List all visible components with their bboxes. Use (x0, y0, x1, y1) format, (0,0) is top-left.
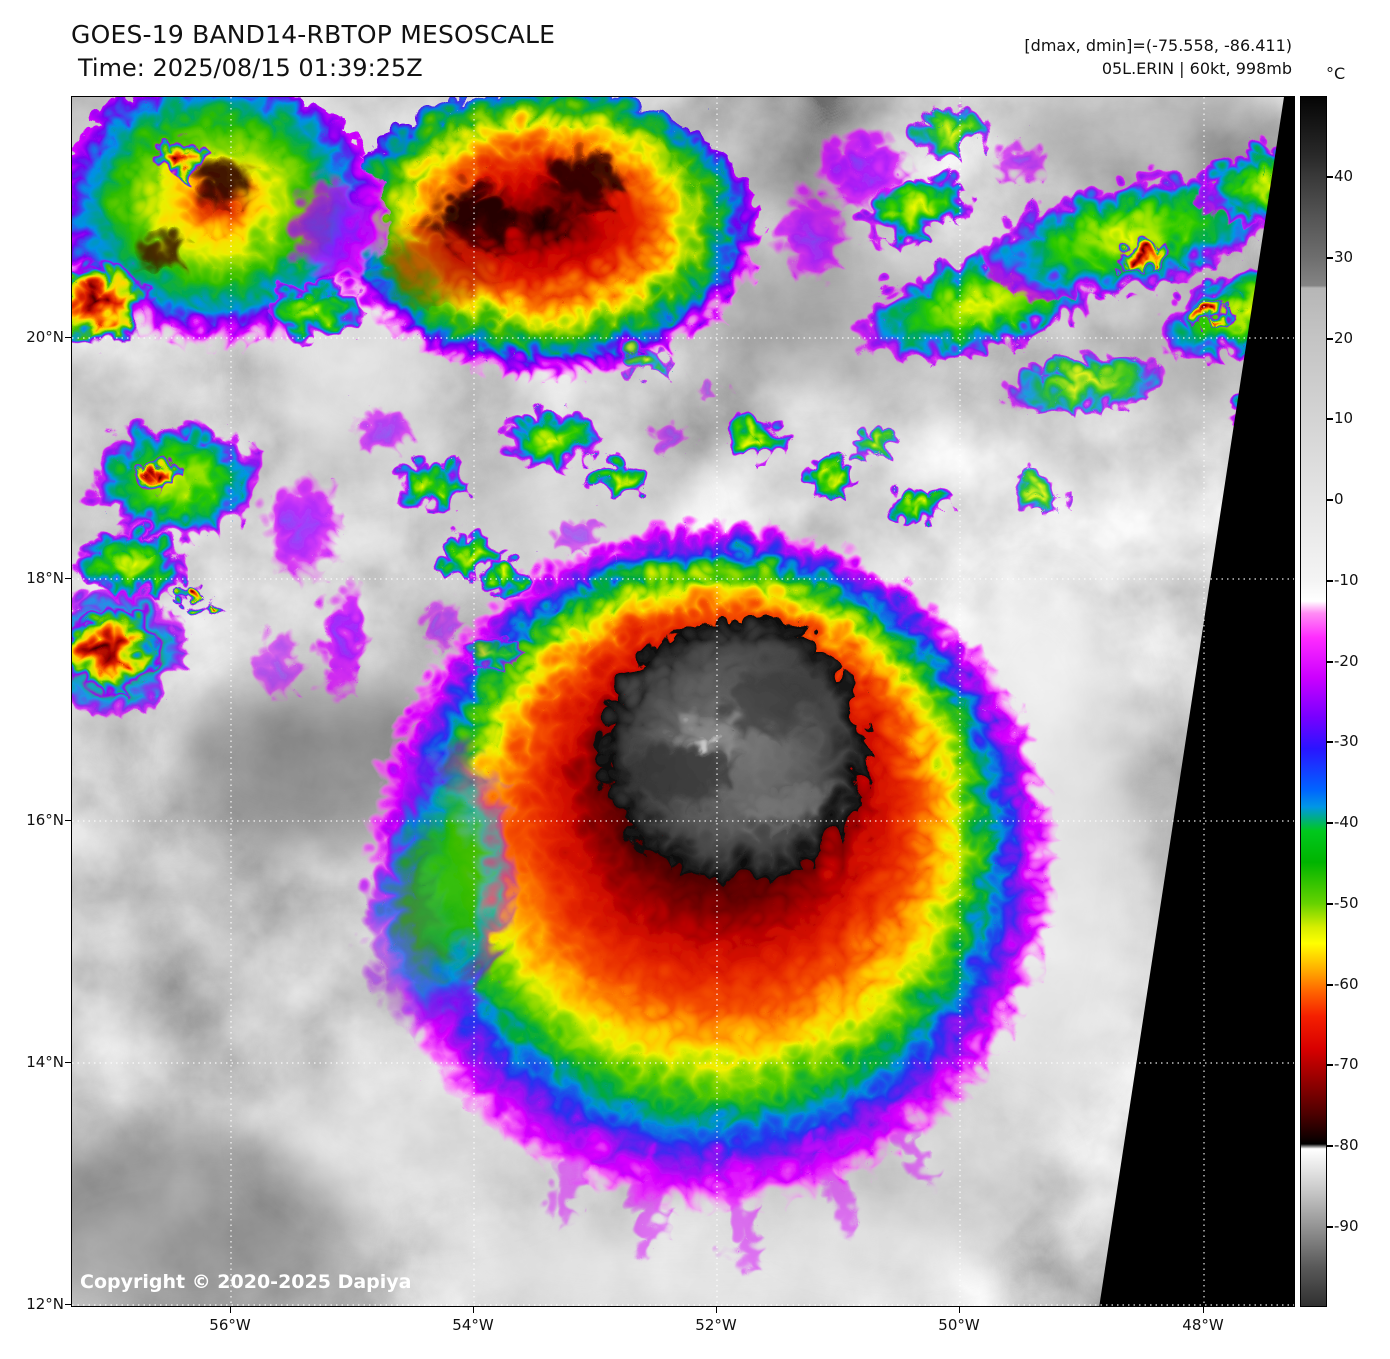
colorbar-tick (1327, 822, 1333, 824)
colorbar-tick (1327, 257, 1333, 259)
convective-cluster-north (321, 97, 751, 376)
scattered-cells (72, 334, 1057, 703)
storm-info-label: 05L.ERIN | 60kt, 998mb (1101, 59, 1292, 78)
eye-bright-spot (683, 724, 703, 738)
satellite-map (71, 96, 1295, 1307)
lon-label: 50°W (938, 1316, 980, 1334)
colorbar-tick-label: 20 (1334, 329, 1354, 347)
colorbar-tick-label: -20 (1334, 652, 1359, 670)
lon-label: 52°W (695, 1316, 737, 1334)
colorbar-tick-label: -70 (1334, 1055, 1359, 1073)
colorbar-tick-label: -90 (1334, 1217, 1359, 1235)
colorbar-tick (1327, 984, 1333, 986)
colorbar-tick-label: 10 (1334, 409, 1354, 427)
scan-edge-black-wedge (1099, 97, 1294, 1306)
dmax-dmin-label: [dmax, dmin]=(-75.558, -86.411) (1024, 36, 1292, 55)
lon-axis-tick (959, 1307, 960, 1313)
colorbar-tick (1327, 1226, 1333, 1228)
colorbar-tick-label: -30 (1334, 732, 1359, 750)
lon-axis-tick (473, 1307, 474, 1313)
colorbar-tick-label: 30 (1334, 248, 1354, 266)
lat-axis-tick (65, 578, 71, 579)
copyright-watermark: Copyright © 2020-2025 Dapiya (80, 1271, 412, 1293)
lat-axis-tick (65, 820, 71, 821)
lat-label: 16°N (26, 811, 64, 829)
lon-axis-tick (230, 1307, 231, 1313)
hurricane-central-overcast (594, 607, 858, 871)
satellite-image (72, 97, 1294, 1306)
colorbar-tick (1327, 176, 1333, 178)
hurricane-erin (353, 511, 1046, 1261)
colorbar-tick (1327, 1064, 1333, 1066)
convective-cluster-northwest (72, 97, 376, 346)
colorbar-tick-label: -40 (1334, 813, 1359, 831)
lon-label: 54°W (452, 1316, 494, 1334)
lat-axis-tick (65, 337, 71, 338)
lat-axis-tick (65, 1304, 71, 1305)
colorbar-unit-label: °C (1326, 64, 1346, 83)
timestamp-label: Time: 2025/08/15 01:39:25Z (78, 54, 423, 82)
lat-label: 18°N (26, 569, 64, 587)
colorbar-tick (1327, 741, 1333, 743)
lon-label: 48°W (1182, 1316, 1224, 1334)
colorbar-tick-label: 40 (1334, 167, 1354, 185)
lat-axis-tick (65, 1062, 71, 1063)
colorbar-tick (1327, 580, 1333, 582)
colorbar-tick (1327, 499, 1333, 501)
colorbar-tick (1327, 661, 1333, 663)
temperature-colorbar (1300, 96, 1327, 1307)
colorbar-tick (1327, 418, 1333, 420)
page-title: GOES-19 BAND14-RBTOP MESOSCALE (71, 20, 556, 49)
lon-axis-tick (1203, 1307, 1204, 1313)
lon-label: 56°W (209, 1316, 251, 1334)
latlon-grid (72, 97, 1294, 1306)
lat-label: 12°N (26, 1295, 64, 1313)
colorbar-tick-label: -50 (1334, 894, 1359, 912)
lon-axis-tick (716, 1307, 717, 1313)
lat-label: 14°N (26, 1053, 64, 1071)
lat-label: 20°N (26, 328, 64, 346)
colorbar-tick-label: -10 (1334, 571, 1359, 589)
colorbar-tick (1327, 1145, 1333, 1147)
hurricane-west-green-wing (353, 732, 509, 1030)
colorbar-tick-label: -60 (1334, 975, 1359, 993)
colorbar-tick-label: -80 (1334, 1136, 1359, 1154)
colorbar-tick (1327, 338, 1333, 340)
colorbar-tick-label: 0 (1334, 490, 1344, 508)
colorbar-tick (1327, 903, 1333, 905)
